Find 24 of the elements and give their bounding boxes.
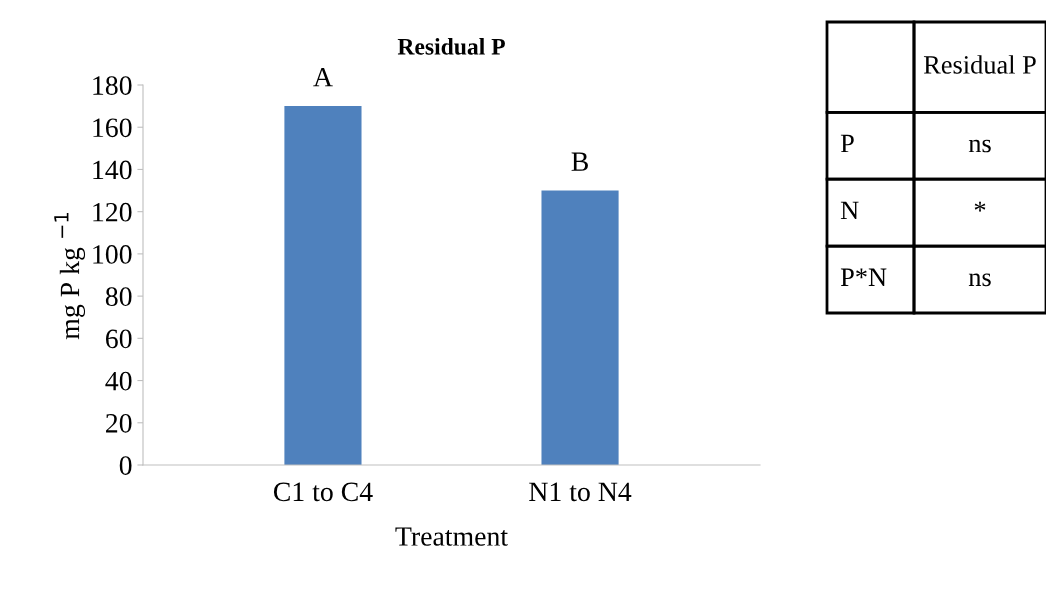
annotation: A <box>313 67 333 87</box>
y-tick-label: 180 <box>93 76 132 95</box>
y-tick-label: 160 <box>93 118 132 138</box>
annotation: B <box>571 152 588 171</box>
chart-title: Residual P <box>397 38 505 55</box>
y-tick-label: 0 <box>119 456 132 475</box>
text: P*N <box>840 268 887 286</box>
text: P <box>840 134 854 153</box>
y-tick-label: 60 <box>106 329 132 349</box>
text: ns <box>968 273 991 287</box>
text: * <box>974 201 986 212</box>
text: ns <box>968 139 991 153</box>
y-tick-label: 80 <box>105 287 132 307</box>
y-axis-title: mg P kg $^{−1}$ <box>54 213 86 340</box>
y-tick-label: 20 <box>106 413 132 433</box>
y-tick-label: 120 <box>93 202 132 222</box>
x-tick-label: N1 to N4 <box>529 482 632 502</box>
x-axis-title: Treatment <box>395 527 508 546</box>
y-tick-label: 140 <box>93 160 132 180</box>
x-tick-label: C1 to C4 <box>273 482 373 502</box>
text: N <box>840 201 859 219</box>
y-tick-label: 40 <box>105 371 132 391</box>
y-tick-label: 100 <box>93 245 132 264</box>
text: Residual P <box>923 55 1036 74</box>
